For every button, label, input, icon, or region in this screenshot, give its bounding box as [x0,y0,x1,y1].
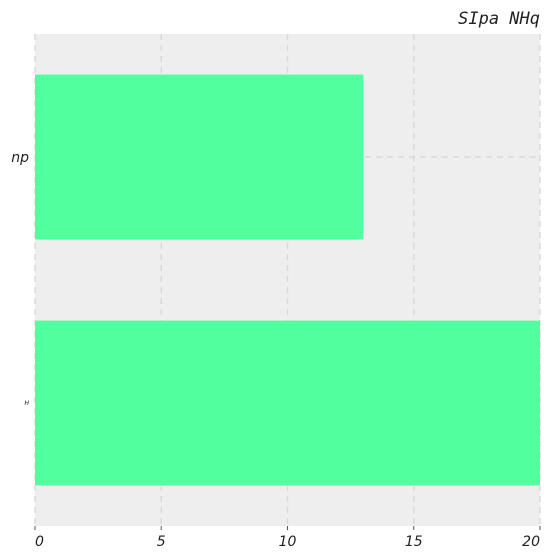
x-tick-label: 10 [279,534,297,550]
x-tick-label: 15 [405,534,423,550]
y-category-label: np [11,150,29,166]
x-axis-ticks: 0 5 10 15 20 [34,526,541,550]
x-tick-label: 0 [35,534,44,550]
chart-title: SIpa NHq [458,9,540,29]
y-axis-categories: np H [11,150,29,407]
bars [35,74,540,486]
x-tick-label: 20 [522,534,540,550]
bar-H [35,320,540,486]
x-tick-label: 5 [157,534,166,550]
bar-np [35,74,364,240]
y-category-label: H [24,400,29,407]
